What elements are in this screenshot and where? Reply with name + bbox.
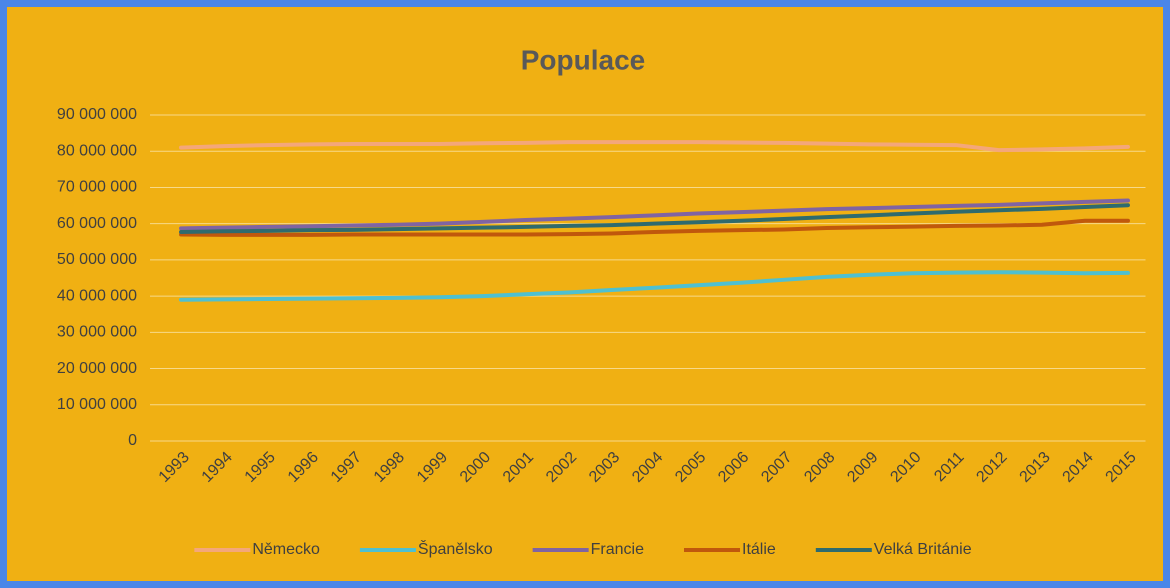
- y-tick-label: 90 000 000: [57, 106, 137, 123]
- legend-label: Španělsko: [418, 539, 493, 558]
- y-tick-label: 60 000 000: [57, 215, 137, 232]
- chart-title: Populace: [521, 44, 645, 75]
- y-tick-label: 30 000 000: [57, 324, 137, 341]
- y-tick-label: 20 000 000: [57, 360, 137, 377]
- series-line: [179, 218, 1130, 237]
- y-tick-label: 50 000 000: [57, 251, 137, 268]
- y-tick-label: 10 000 000: [57, 396, 137, 413]
- legend-label: Velká Británie: [874, 541, 972, 558]
- series-line: [179, 270, 1130, 302]
- y-tick-label: 80 000 000: [57, 142, 137, 159]
- y-tick-label: 40 000 000: [57, 287, 137, 304]
- series-line: [179, 203, 1130, 234]
- series-line: [179, 198, 1130, 231]
- y-tick-label: 70 000 000: [57, 179, 137, 196]
- legend-label: Německo: [252, 541, 320, 558]
- legend-label: Francie: [591, 541, 644, 558]
- y-tick-label: 0: [128, 432, 137, 449]
- series-line: [179, 140, 1130, 153]
- legend-label: Itálie: [742, 541, 776, 558]
